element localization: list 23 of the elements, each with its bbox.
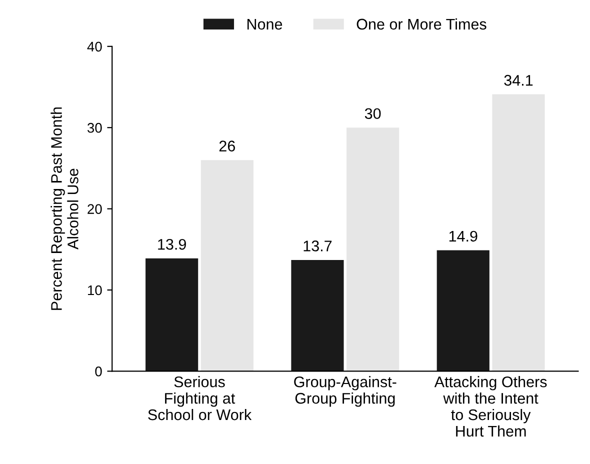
bar: [436, 250, 490, 372]
y-axis-title: Percent Reporting Past Month Alcohol Use: [50, 107, 78, 310]
data-label: 34.1: [504, 74, 533, 86]
x-tick-label: Group-Against- Group Fighting: [294, 376, 396, 407]
y-tick-label: 0: [95, 366, 102, 376]
data-label: 14.9: [449, 230, 478, 242]
data-label: 13.7: [304, 240, 332, 252]
y-tick-label: 40: [87, 42, 102, 52]
bar: [291, 260, 344, 372]
bar: [492, 94, 545, 372]
bar: [346, 128, 400, 372]
legend-label: One or More Times: [356, 18, 486, 30]
y-tick-label: 30: [87, 122, 102, 133]
data-label: 30: [364, 108, 381, 120]
bar: [146, 258, 198, 372]
data-label: 13.9: [158, 238, 186, 250]
legend-label: None: [247, 18, 282, 30]
data-label: 26: [219, 140, 235, 152]
bar: [200, 160, 254, 372]
x-tick-label: Serious Fighting at School or Work: [148, 376, 252, 420]
y-tick-label: 10: [88, 285, 102, 296]
x-tick-label: Attacking Others with the Intent to Seriously Hurt Them: [434, 376, 547, 437]
y-tick-label: 20: [88, 204, 102, 214]
